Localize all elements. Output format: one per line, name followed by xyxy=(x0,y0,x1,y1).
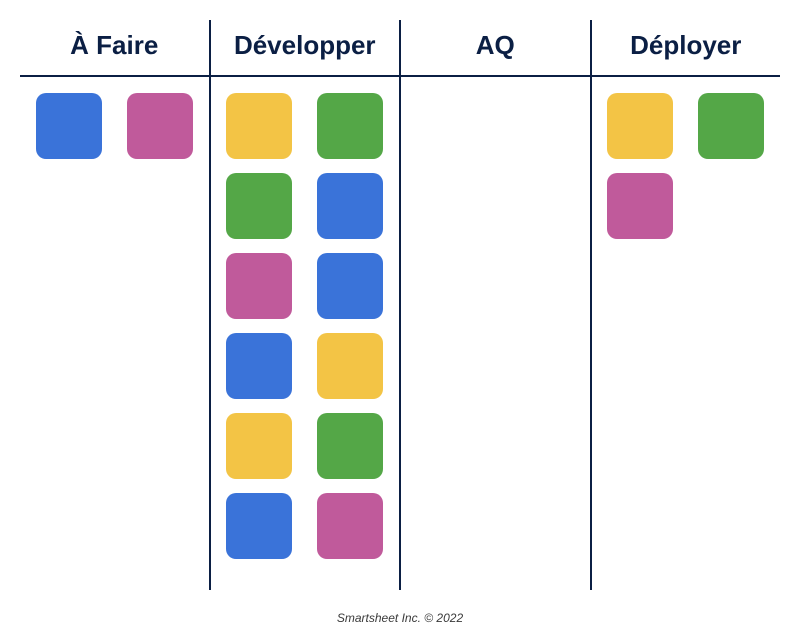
kanban-card[interactable] xyxy=(317,173,383,239)
kanban-column-develop: Développer xyxy=(211,20,400,590)
kanban-card[interactable] xyxy=(226,333,292,399)
column-body-todo xyxy=(20,77,209,590)
kanban-card[interactable] xyxy=(226,93,292,159)
kanban-board: À FaireDévelopperAQDéployer xyxy=(0,0,800,590)
card-grid-develop xyxy=(221,93,390,559)
kanban-card[interactable] xyxy=(607,173,673,239)
kanban-card[interactable] xyxy=(317,413,383,479)
kanban-card[interactable] xyxy=(226,493,292,559)
kanban-card[interactable] xyxy=(127,93,193,159)
kanban-column-deploy: Déployer xyxy=(592,20,781,590)
kanban-card[interactable] xyxy=(226,413,292,479)
kanban-card[interactable] xyxy=(317,333,383,399)
kanban-card[interactable] xyxy=(317,493,383,559)
kanban-column-qa: AQ xyxy=(401,20,590,590)
column-header-qa: AQ xyxy=(401,20,590,77)
card-grid-todo xyxy=(30,93,199,159)
column-body-deploy xyxy=(592,77,781,590)
footer-copyright: Smartsheet Inc. © 2022 xyxy=(0,611,800,625)
column-header-develop: Développer xyxy=(211,20,400,77)
kanban-card[interactable] xyxy=(698,93,764,159)
kanban-card[interactable] xyxy=(317,93,383,159)
column-header-todo: À Faire xyxy=(20,20,209,77)
kanban-column-todo: À Faire xyxy=(20,20,209,590)
kanban-card[interactable] xyxy=(226,253,292,319)
column-header-deploy: Déployer xyxy=(592,20,781,77)
kanban-card[interactable] xyxy=(607,93,673,159)
card-grid-deploy xyxy=(602,93,771,239)
kanban-card[interactable] xyxy=(226,173,292,239)
column-body-qa xyxy=(401,77,590,590)
kanban-card[interactable] xyxy=(317,253,383,319)
kanban-card[interactable] xyxy=(36,93,102,159)
column-body-develop xyxy=(211,77,400,590)
